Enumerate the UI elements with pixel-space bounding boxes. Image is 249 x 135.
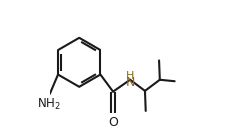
Text: H: H	[126, 71, 134, 81]
Text: O: O	[108, 116, 118, 129]
Text: NH$_2$: NH$_2$	[37, 97, 61, 112]
Text: N: N	[125, 76, 135, 89]
